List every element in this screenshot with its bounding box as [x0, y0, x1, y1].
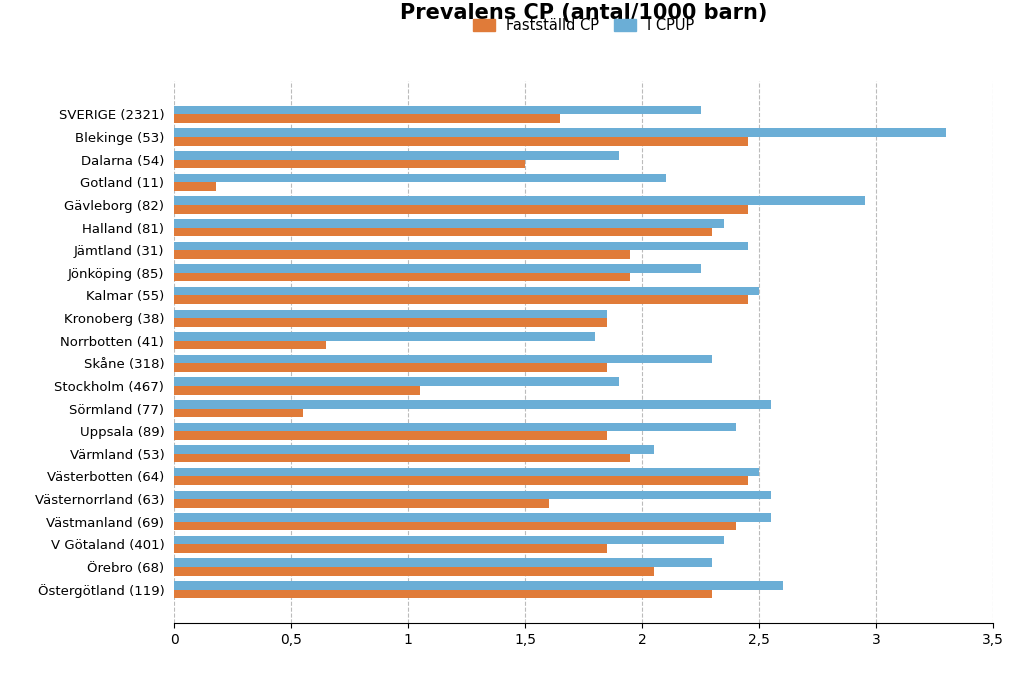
Bar	[174, 182, 216, 191]
Bar	[174, 114, 560, 123]
Bar	[174, 219, 724, 227]
Bar	[174, 250, 631, 259]
Bar	[174, 355, 713, 364]
Bar	[174, 522, 736, 530]
Bar	[174, 106, 700, 114]
Bar	[174, 364, 607, 372]
Bar	[174, 590, 713, 598]
Bar	[174, 151, 618, 160]
Legend: Fastställd CP, I CPUP: Fastställd CP, I CPUP	[473, 18, 694, 33]
Bar	[174, 386, 420, 395]
Bar	[174, 287, 759, 295]
Bar	[174, 205, 748, 213]
Bar	[174, 242, 748, 250]
Bar	[174, 174, 666, 182]
Bar	[174, 544, 607, 553]
Bar	[174, 160, 525, 169]
Bar	[174, 491, 771, 499]
Bar	[174, 196, 864, 205]
Bar	[174, 295, 748, 304]
Bar	[174, 581, 782, 590]
Bar	[174, 129, 946, 137]
Bar	[174, 409, 303, 417]
Bar	[174, 559, 713, 567]
Bar	[174, 431, 607, 440]
Bar	[174, 318, 607, 327]
Bar	[174, 468, 759, 477]
Bar	[174, 377, 618, 386]
Bar	[174, 499, 549, 508]
Bar	[174, 567, 654, 575]
Bar	[174, 445, 654, 454]
Bar	[174, 454, 631, 462]
Bar	[174, 137, 748, 146]
Bar	[174, 264, 700, 273]
Bar	[174, 273, 631, 282]
Bar	[174, 422, 736, 431]
Bar	[174, 513, 771, 522]
Bar	[174, 400, 771, 409]
Title: Prevalens CP (antal/1000 barn): Prevalens CP (antal/1000 barn)	[400, 3, 767, 23]
Bar	[174, 536, 724, 544]
Bar	[174, 477, 748, 485]
Bar	[174, 332, 595, 341]
Bar	[174, 341, 327, 349]
Bar	[174, 227, 713, 236]
Bar	[174, 309, 607, 318]
